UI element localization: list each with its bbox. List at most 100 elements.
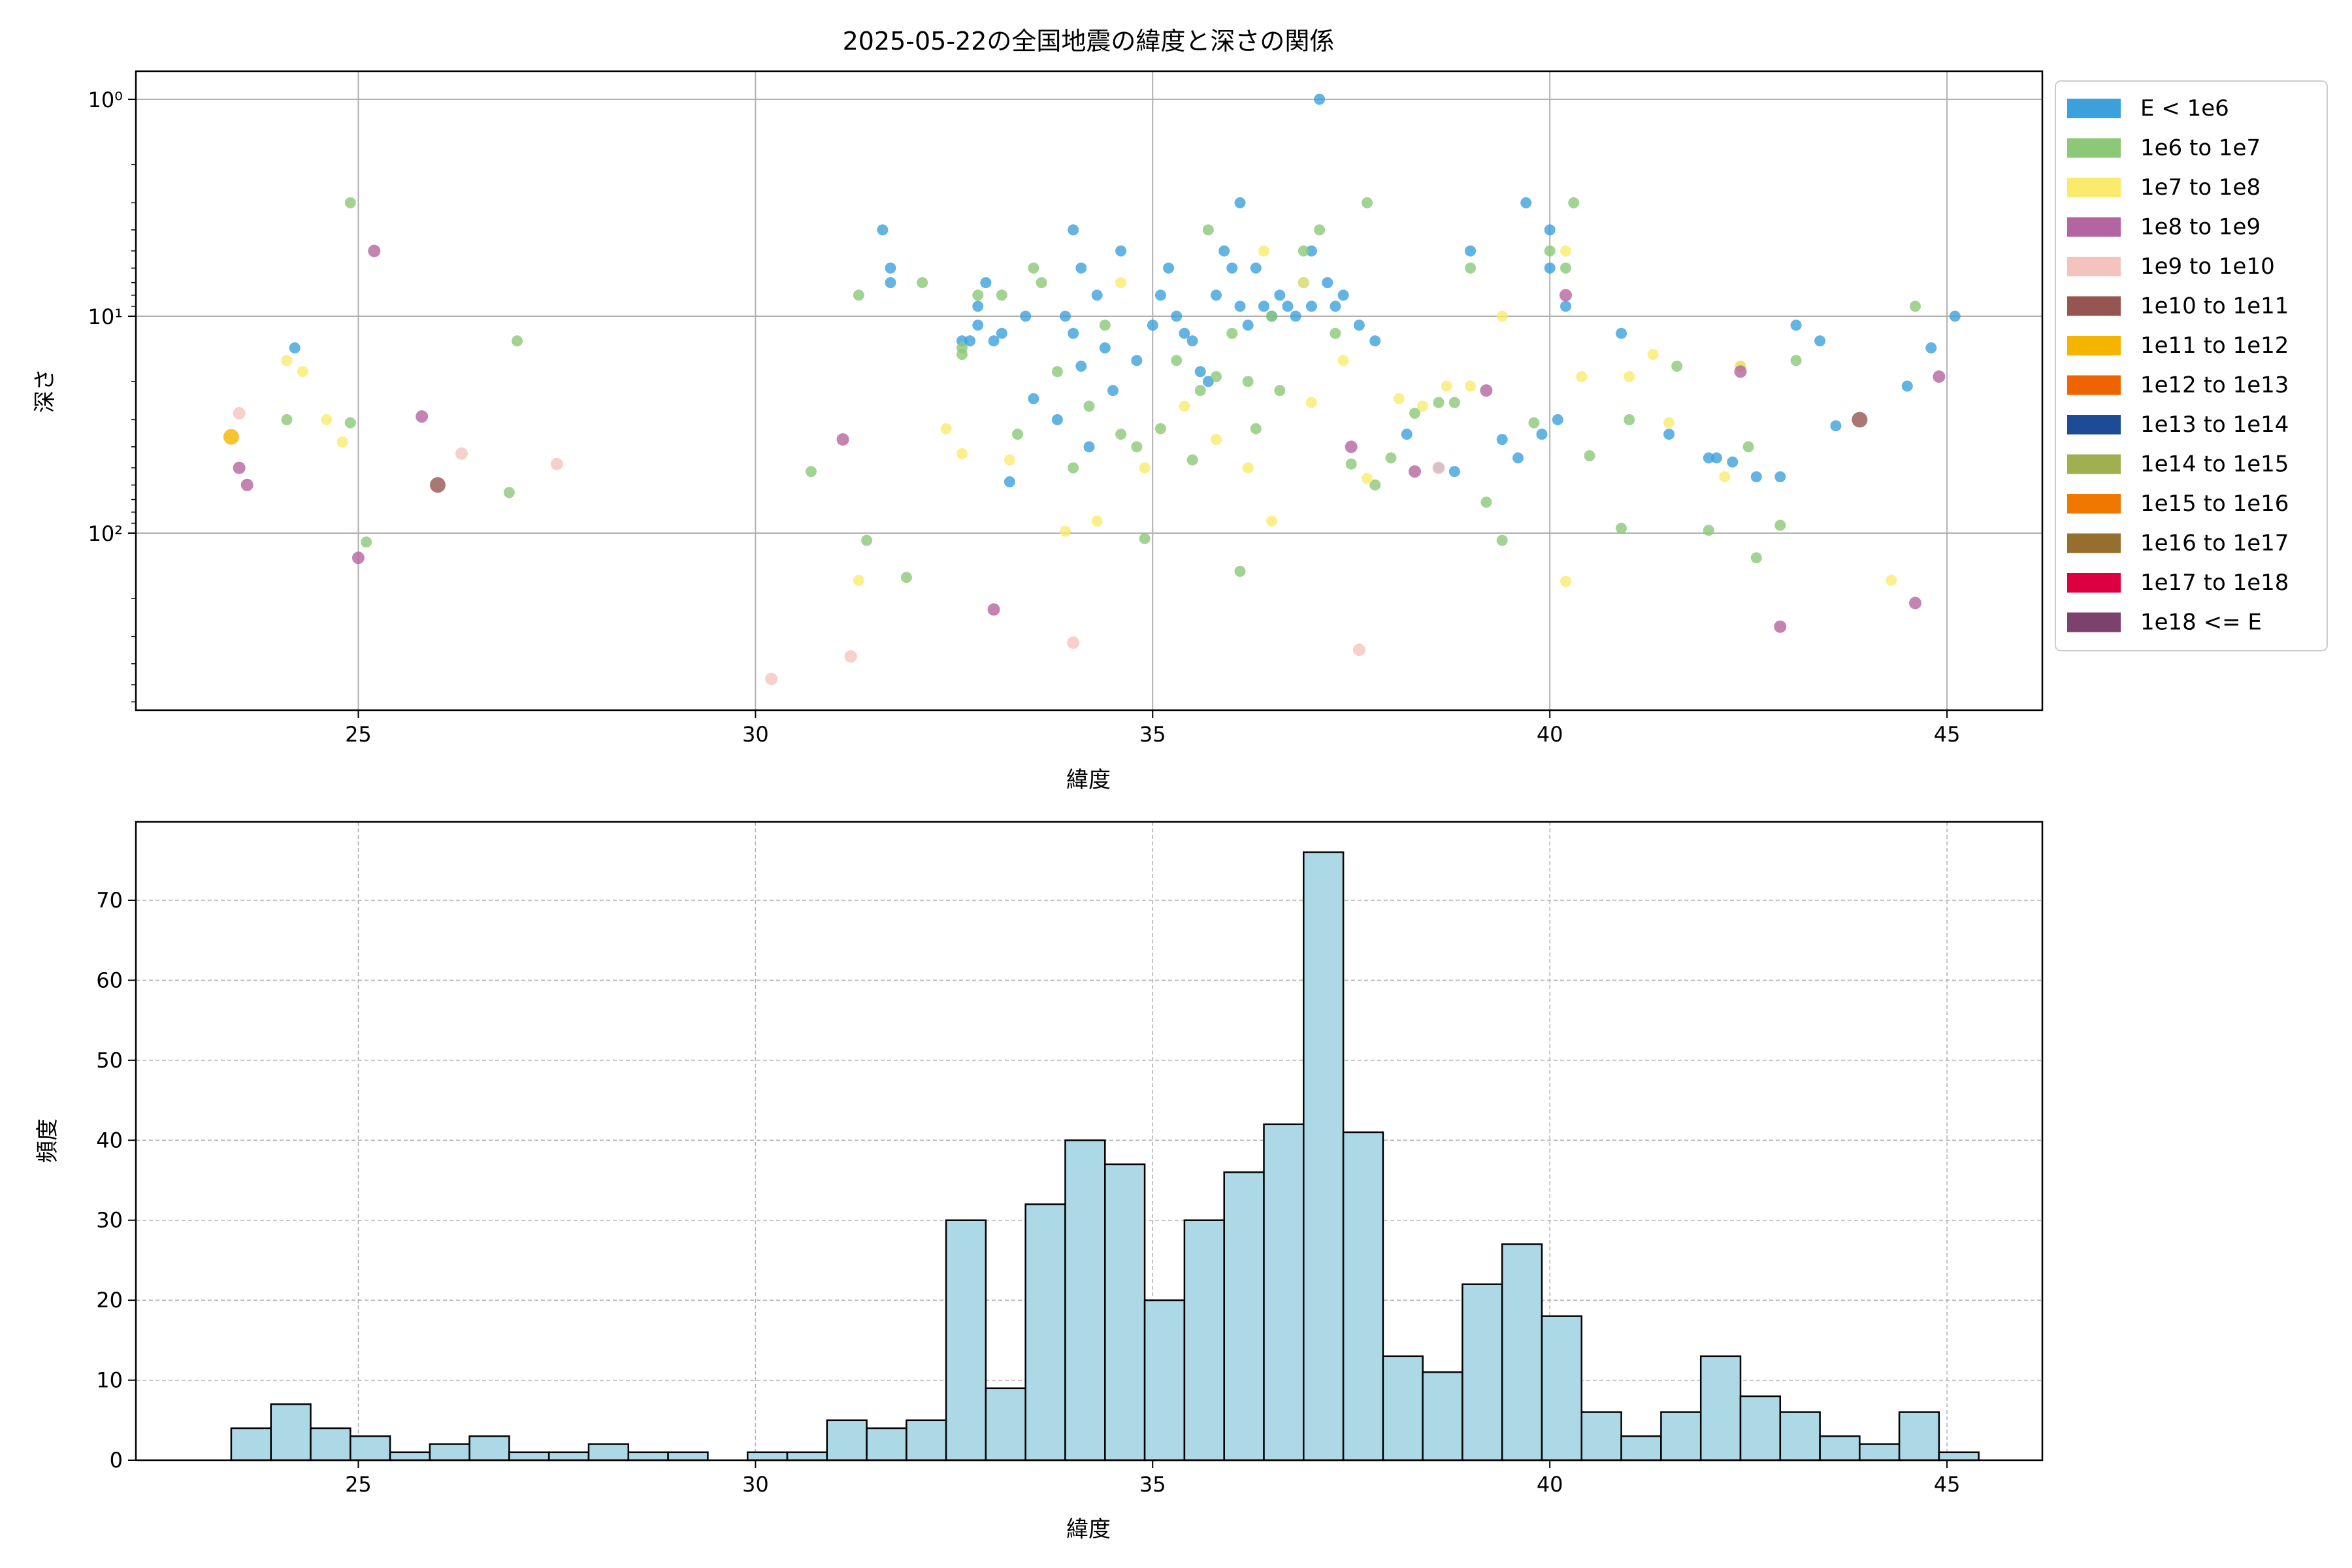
scatter-point <box>1337 355 1349 367</box>
legend-swatch <box>2067 138 2121 158</box>
legend-swatch <box>2067 454 2121 474</box>
scatter-x-axis-label: 緯度 <box>1066 767 1111 793</box>
scatter-point <box>1520 197 1532 208</box>
legend-items: E < 1e6 1e6 to 1e7 1e7 to 1e8 1e8 to 1e9 1e9… <box>2067 95 2289 636</box>
scatter-point <box>233 407 246 419</box>
histogram-y-tick-label: 30 <box>96 1208 123 1233</box>
scatter-point <box>1369 335 1381 347</box>
histogram-bar <box>1422 1371 1463 1462</box>
scatter-point <box>1099 342 1111 353</box>
scatter-point <box>877 224 889 236</box>
scatter-point <box>1036 277 1047 289</box>
scatter-grid <box>136 71 2042 710</box>
scatter-point <box>1266 515 1278 527</box>
histogram-bar <box>389 1451 431 1462</box>
scatter-frame <box>135 70 2044 711</box>
scatter-point <box>321 414 333 425</box>
scatter-point <box>1020 310 1032 322</box>
scatter-point <box>1362 197 1373 208</box>
legend-label: 1e6 to 1e7 <box>2140 135 2261 161</box>
scatter-point <box>1194 385 1206 397</box>
scatter-panel: 25 30 35 40 45 10⁰ 10¹ 10² 緯度 深さ <box>32 70 2044 793</box>
scatter-point <box>1790 355 1802 367</box>
histogram-bar <box>906 1419 947 1462</box>
scatter-point <box>1544 224 1556 236</box>
scatter-point <box>1647 349 1659 360</box>
scatter-point <box>956 349 968 360</box>
scatter-point <box>1258 245 1269 257</box>
scatter-point <box>336 436 348 448</box>
scatter-point <box>344 417 356 429</box>
scatter-point <box>1004 476 1015 487</box>
scatter-point <box>1703 452 1714 464</box>
scatter-point <box>1242 319 1254 331</box>
legend-swatch <box>2067 375 2121 395</box>
scatter-point <box>1186 335 1198 347</box>
scatter-point <box>885 262 896 274</box>
scatter-point <box>1448 466 1460 478</box>
histogram-bar <box>1382 1355 1424 1462</box>
scatter-point <box>1250 262 1262 274</box>
scatter-point <box>1432 461 1445 474</box>
scatter-point <box>1496 310 1508 322</box>
scatter-point <box>853 574 864 586</box>
scatter-point <box>1242 376 1254 387</box>
scatter-point <box>1465 380 1477 392</box>
histogram-bar <box>310 1427 351 1462</box>
histogram-x-tick-label: 35 <box>1139 1472 1166 1497</box>
scatter-y-ticks: 10⁰ 10¹ 10² <box>88 88 136 703</box>
scatter-point <box>1560 301 1571 312</box>
scatter-x-tick-label: 40 <box>1537 722 1563 747</box>
scatter-x-tick-label: 25 <box>345 722 372 747</box>
scatter-point <box>1790 319 1802 331</box>
scatter-point <box>1099 319 1111 331</box>
scatter-point <box>972 289 984 301</box>
scatter-point <box>1226 262 1238 274</box>
scatter-point <box>1616 327 1627 339</box>
histogram-bar <box>945 1219 987 1462</box>
scatter-point <box>1028 262 1039 274</box>
scatter-point <box>1711 452 1722 464</box>
histogram-bar <box>1462 1283 1503 1462</box>
scatter-point <box>1218 245 1230 257</box>
legend-swatch <box>2067 415 2121 434</box>
histogram-bar <box>1024 1203 1066 1462</box>
scatter-point <box>1012 429 1024 440</box>
histogram-bar <box>1143 1299 1186 1462</box>
histogram-bar <box>1620 1435 1662 1462</box>
histogram-bar <box>786 1451 828 1462</box>
scatter-point <box>885 277 896 289</box>
scatter-point <box>1211 289 1222 301</box>
scatter-point <box>1330 327 1341 339</box>
scatter-point <box>1234 301 1246 312</box>
scatter-y-tick-label: 10¹ <box>88 304 123 329</box>
scatter-point <box>1171 310 1183 322</box>
legend-swatch <box>2067 257 2121 276</box>
scatter-point <box>1910 301 1921 312</box>
scatter-point <box>344 197 356 208</box>
scatter-y-tick-label: 10² <box>88 521 123 546</box>
scatter-point <box>1576 371 1588 382</box>
scatter-point <box>1051 414 1063 425</box>
scatter-point <box>1560 576 1571 587</box>
scatter-point <box>917 277 928 289</box>
legend-swatch <box>2067 533 2121 553</box>
scatter-point <box>996 289 1007 301</box>
scatter-point <box>1933 370 1946 383</box>
scatter-point <box>1544 245 1556 257</box>
legend-label: 1e13 to 1e14 <box>2140 412 2289 438</box>
scatter-point <box>240 478 253 491</box>
scatter-point <box>1028 393 1039 404</box>
histogram-bar <box>508 1451 550 1462</box>
histogram-bar <box>667 1451 709 1462</box>
histogram-bar <box>1580 1411 1622 1462</box>
histogram-x-axis-label: 緯度 <box>1066 1516 1111 1543</box>
legend-swatch <box>2067 217 2121 237</box>
scatter-point <box>1584 450 1595 462</box>
scatter-point <box>361 536 372 548</box>
scatter-point <box>940 423 952 434</box>
scatter-point <box>1234 566 1246 577</box>
scatter-point <box>1814 335 1826 347</box>
legend-label: E < 1e6 <box>2140 95 2229 122</box>
scatter-point <box>1330 301 1341 312</box>
